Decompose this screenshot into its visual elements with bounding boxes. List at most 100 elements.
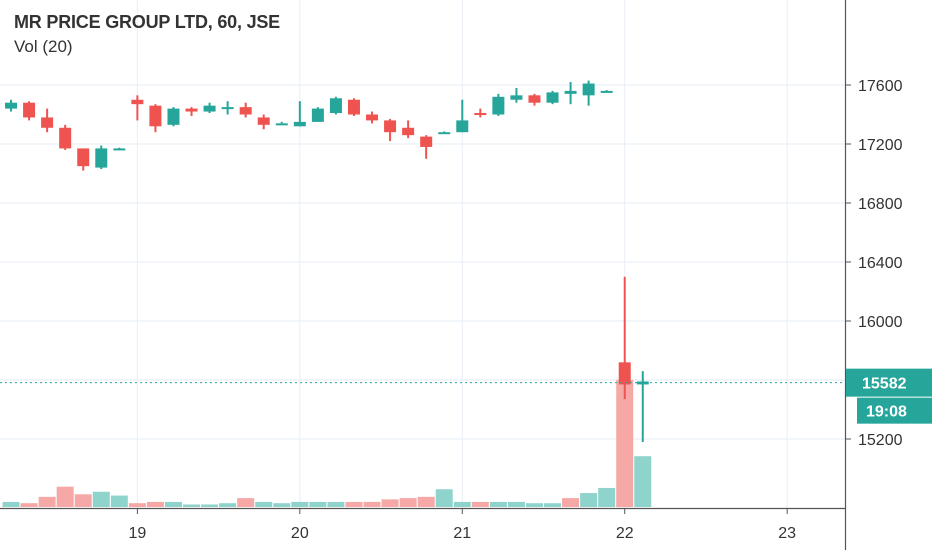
candle-body [582, 83, 595, 96]
candle [618, 276, 631, 400]
last-price-tag-bg [846, 368, 932, 397]
chart-legend: MR PRICE GROUP LTD, 60, JSE Vol (20) [14, 12, 280, 57]
price-tick-label: 16400 [858, 255, 903, 272]
price-tick-label: 15200 [858, 432, 903, 449]
time-tick-label: 21 [453, 525, 471, 542]
candle-body [564, 90, 577, 94]
candle [474, 108, 487, 118]
volume-bar [417, 496, 435, 507]
candle-body [113, 148, 126, 151]
candle [384, 118, 397, 142]
candle [257, 114, 270, 130]
volume-bar [399, 498, 417, 507]
price-tick-label: 17600 [858, 78, 903, 95]
candle-body [77, 148, 90, 167]
candle-body [420, 136, 433, 147]
volume-bar [381, 499, 399, 507]
candle-body [95, 148, 108, 168]
candle-body [5, 102, 18, 109]
candle [366, 111, 379, 124]
candle-body [41, 117, 54, 128]
volume-bar [237, 498, 255, 507]
volume-bar [634, 456, 652, 507]
time-axis-labels: 19 20 21 22 23 [128, 508, 796, 542]
volume-legend-label: Vol (20) [14, 37, 73, 56]
volume-bar [110, 495, 128, 507]
volume-bar [507, 501, 525, 507]
price-tick-label: 16000 [858, 314, 903, 331]
candle [95, 145, 108, 170]
last-price-tag: 15582 [846, 368, 932, 397]
candle [5, 99, 18, 112]
volume-bar [128, 503, 146, 507]
volume-bar [453, 501, 471, 507]
candle [59, 124, 72, 150]
candle [131, 95, 144, 121]
volume-bar [183, 504, 201, 507]
candle [492, 93, 505, 116]
price-tick-label: 16800 [858, 196, 903, 213]
candle [221, 101, 234, 115]
volume-bar [327, 501, 345, 507]
volume-bar [471, 501, 489, 507]
candle-body [293, 121, 306, 127]
candle-body [366, 114, 379, 121]
candle-body [329, 98, 342, 114]
candle [438, 131, 451, 135]
candle-body [528, 95, 541, 103]
time-tick-label: 19 [128, 525, 146, 542]
countdown-label: 19:08 [866, 404, 907, 421]
volume-bar [363, 501, 381, 507]
candle-body [510, 95, 523, 100]
candle [275, 121, 288, 126]
candle-body [347, 99, 360, 115]
candle-body [167, 108, 180, 125]
volume-bar [2, 501, 20, 507]
volume-bar [56, 486, 74, 507]
candle-body [618, 362, 631, 385]
candle [41, 108, 54, 133]
candle [564, 82, 577, 105]
volume-bar [74, 494, 92, 507]
candle-body [384, 120, 397, 133]
candle [582, 80, 595, 106]
candle [600, 90, 613, 93]
countdown-tag-bg [857, 397, 932, 424]
volume-bar [309, 501, 327, 507]
candle [167, 107, 180, 127]
candle [546, 90, 559, 105]
candle [113, 147, 126, 151]
volume-bar [616, 380, 634, 507]
volume-bar [273, 503, 291, 507]
candle [23, 101, 36, 121]
candle-body [474, 113, 487, 116]
candle-body [402, 127, 415, 136]
volume-bar [489, 501, 507, 507]
candle-body [438, 132, 451, 135]
volume-bars [2, 380, 652, 507]
volume-bar [92, 491, 110, 507]
grid-lines [0, 0, 845, 508]
volume-bar [38, 496, 56, 507]
volume-bar [20, 503, 38, 507]
candle-body [23, 102, 36, 118]
candle [311, 107, 324, 122]
candle-body [185, 108, 198, 112]
chart-title: MR PRICE GROUP LTD, 60, JSE [14, 12, 280, 32]
candle-body [59, 127, 72, 149]
candle [329, 96, 342, 115]
volume-bar [544, 503, 562, 507]
volume-bar [291, 501, 309, 507]
countdown-tag: 19:08 [857, 397, 932, 424]
candle [456, 99, 469, 133]
candle-body [456, 120, 469, 133]
candle [420, 135, 433, 159]
candle [149, 104, 162, 133]
volume-bar [146, 501, 164, 507]
volume-bar [598, 487, 616, 507]
volume-bar [201, 504, 219, 507]
volume-bar [525, 503, 543, 507]
candle-body [600, 90, 613, 93]
